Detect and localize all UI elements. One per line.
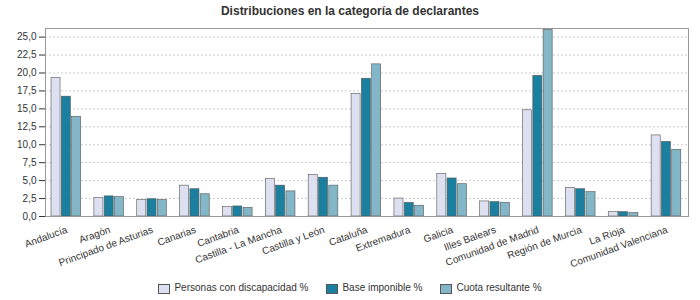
svg-text:La Rioja: La Rioja bbox=[587, 223, 626, 247]
svg-text:Illes Balears: Illes Balears bbox=[442, 223, 498, 253]
svg-text:Extremadura: Extremadura bbox=[354, 224, 412, 254]
svg-text:Castilla y León: Castilla y León bbox=[261, 224, 326, 257]
svg-text:Aragón: Aragón bbox=[77, 223, 112, 246]
svg-text:17,5: 17,5 bbox=[17, 85, 37, 96]
svg-text:Castilla - La Mancha: Castilla - La Mancha bbox=[193, 223, 283, 266]
svg-text:10,0: 10,0 bbox=[17, 139, 37, 150]
svg-text:Canarias: Canarias bbox=[156, 224, 197, 248]
svg-text:12,5: 12,5 bbox=[17, 121, 37, 132]
html-text:Distribuciones en la categoría: Distribuciones en la categoría de declar… bbox=[221, 4, 479, 18]
svg-text:Comunidad de Madrid: Comunidad de Madrid bbox=[444, 223, 541, 268]
svg-text:2,5: 2,5 bbox=[23, 193, 37, 204]
svg-text:15,0: 15,0 bbox=[17, 103, 37, 114]
svg-text:5,0: 5,0 bbox=[23, 175, 37, 186]
html-text:Base imponible %: Base imponible % bbox=[342, 282, 423, 294]
html-text:Cuota resultante %: Cuota resultante % bbox=[456, 282, 542, 294]
svg-text:Galicia: Galicia bbox=[422, 223, 455, 245]
svg-text:20,0: 20,0 bbox=[17, 67, 37, 78]
svg-text:Principado de Asturias: Principado de Asturias bbox=[57, 224, 154, 268]
svg-text:Cantabria: Cantabria bbox=[195, 223, 241, 249]
svg-text:22,5: 22,5 bbox=[17, 49, 37, 60]
svg-text:Andalucía: Andalucía bbox=[23, 224, 69, 250]
svg-text:Cataluña: Cataluña bbox=[327, 223, 369, 248]
svg-text:25,0: 25,0 bbox=[17, 31, 37, 42]
html-text:Personas con discapacidad %: Personas con discapacidad % bbox=[174, 282, 309, 294]
svg-text:0,0: 0,0 bbox=[23, 211, 37, 222]
svg-text:Región de Murcia: Región de Murcia bbox=[506, 224, 584, 261]
svg-text:7,5: 7,5 bbox=[23, 157, 37, 168]
svg-text:Comunidad Valenciana: Comunidad Valenciana bbox=[569, 224, 670, 270]
